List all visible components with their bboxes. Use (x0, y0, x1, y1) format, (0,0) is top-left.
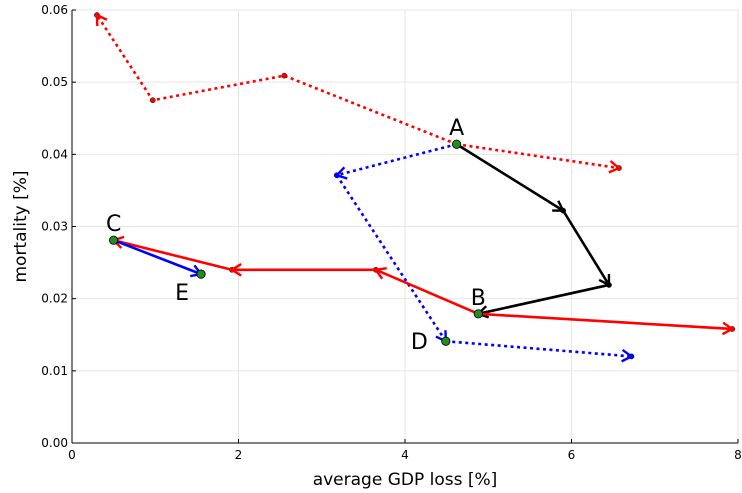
y-axis-title: mortality [%] (11, 170, 31, 282)
series-path (478, 312, 736, 336)
x-axis-title: average GDP loss [%] (313, 470, 498, 490)
key-point-b (473, 309, 483, 319)
x-tick-label: 8 (734, 448, 742, 462)
key-point-d (441, 336, 451, 346)
x-tick-label: 6 (568, 448, 576, 462)
tick-labels: 0 2 4 6 8 0.00 0.01 0.02 0.03 0.04 0.05 0.06 (41, 3, 742, 462)
series-path (333, 142, 457, 180)
y-tick-label: 0.06 (41, 3, 68, 17)
series-line (445, 339, 632, 358)
series-path (335, 174, 449, 345)
series-line (375, 268, 479, 316)
axes (71, 9, 739, 444)
series-path (110, 235, 233, 272)
series-line (456, 142, 620, 170)
series-point (281, 72, 288, 79)
x-tick-label: 4 (401, 448, 409, 462)
key-point-e (196, 269, 206, 279)
arrowhead (608, 160, 622, 174)
series-line (478, 312, 733, 331)
key-points: A B C D E (106, 116, 486, 355)
key-point-a (452, 139, 462, 149)
series-line (113, 238, 202, 276)
series-path (475, 283, 610, 319)
series-path (562, 209, 612, 288)
point-label-b: B (471, 286, 486, 311)
series-path (373, 266, 479, 316)
series-line (477, 283, 610, 316)
grid (72, 9, 739, 443)
point-label-d: D (411, 330, 428, 355)
series-path (94, 12, 458, 146)
point-label-a: A (449, 116, 464, 141)
arrowhead (721, 321, 735, 336)
point-label-c: C (106, 212, 121, 237)
series-line (455, 143, 564, 212)
y-tick-label: 0.04 (41, 147, 68, 161)
series-line (336, 142, 457, 177)
arrowhead (621, 348, 634, 363)
series-line (562, 209, 611, 286)
key-point-c (109, 235, 119, 245)
y-tick-label: 0.00 (41, 436, 68, 450)
arrowhead (95, 13, 108, 27)
y-tick-label: 0.02 (41, 292, 68, 306)
series-line (95, 14, 458, 146)
y-tick-label: 0.01 (41, 364, 68, 378)
point-label-e: E (175, 281, 189, 306)
series-path (456, 142, 622, 174)
series-line (335, 174, 447, 342)
series-line (113, 238, 233, 272)
series-group (94, 12, 736, 363)
series-path (445, 339, 635, 363)
y-tick-label: 0.05 (41, 75, 68, 89)
series-point (149, 97, 156, 104)
y-tick-label: 0.03 (41, 220, 68, 234)
series-path (228, 263, 376, 277)
x-tick-label: 2 (235, 448, 243, 462)
x-tick-label: 0 (68, 448, 76, 462)
